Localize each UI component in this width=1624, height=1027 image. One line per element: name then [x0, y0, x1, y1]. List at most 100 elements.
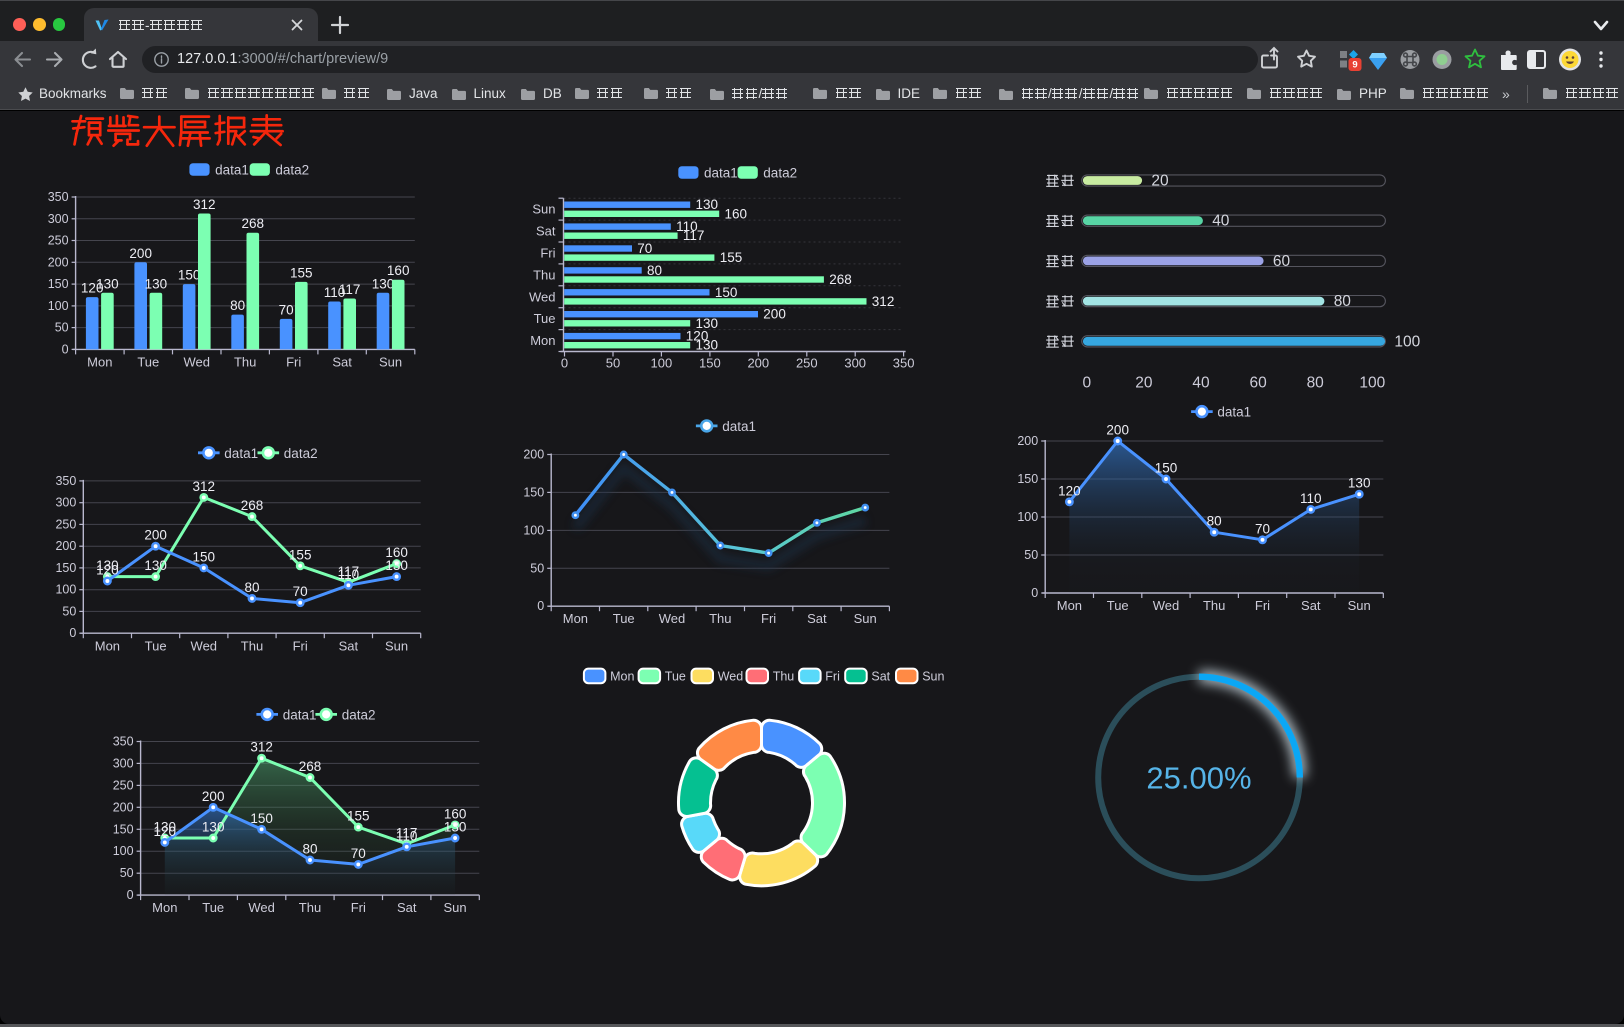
svg-text:Sun: Sun [532, 202, 555, 217]
svg-text:160: 160 [725, 206, 748, 221]
svg-text:200: 200 [747, 356, 769, 371]
svg-text:Sun: Sun [1348, 598, 1371, 613]
svg-text:Mon: Mon [95, 638, 120, 653]
svg-text:Thu: Thu [709, 611, 731, 626]
svg-text:25.00%: 25.00% [1146, 761, 1251, 796]
svg-text:350: 350 [55, 474, 76, 488]
svg-text:312: 312 [872, 294, 895, 309]
svg-text:0: 0 [561, 356, 568, 371]
svg-text:110: 110 [1300, 491, 1322, 506]
svg-text:130: 130 [1348, 476, 1371, 491]
svg-text:Wed: Wed [659, 611, 686, 626]
svg-text:Sun: Sun [444, 900, 467, 915]
svg-text:data1: data1 [1217, 405, 1251, 420]
svg-text:200: 200 [113, 800, 134, 814]
svg-text:Wed: Wed [529, 289, 556, 304]
svg-text:50: 50 [62, 604, 76, 618]
svg-text:0: 0 [127, 888, 134, 902]
svg-text:120: 120 [1058, 483, 1081, 498]
svg-text:150: 150 [1155, 461, 1178, 476]
svg-text:data2: data2 [763, 166, 797, 181]
svg-text:117: 117 [396, 825, 418, 840]
svg-text:250: 250 [796, 356, 818, 371]
svg-text:40: 40 [1212, 213, 1230, 230]
svg-text:data2: data2 [275, 163, 309, 178]
svg-text:200: 200 [129, 246, 152, 261]
svg-text:100: 100 [651, 356, 673, 371]
svg-text:Fri: Fri [825, 669, 840, 683]
svg-text:70: 70 [293, 584, 308, 599]
svg-text:Mon: Mon [563, 611, 588, 626]
svg-text:Thu: Thu [533, 267, 555, 282]
svg-text:80: 80 [244, 580, 259, 595]
svg-text:200: 200 [1017, 434, 1038, 448]
svg-text:Fri: Fri [286, 354, 301, 369]
svg-text:150: 150 [48, 277, 69, 291]
svg-text:Sat: Sat [1301, 598, 1321, 613]
svg-text:110: 110 [338, 567, 360, 582]
svg-text:120: 120 [81, 281, 104, 296]
svg-text:130: 130 [696, 197, 719, 212]
svg-text:268: 268 [299, 759, 322, 774]
svg-text:312: 312 [193, 197, 216, 212]
svg-text:data1: data1 [722, 419, 756, 434]
svg-text:Sat: Sat [397, 900, 417, 915]
svg-text:0: 0 [1031, 586, 1038, 600]
svg-text:data1: data1 [283, 707, 317, 722]
svg-text:80: 80 [1207, 514, 1222, 529]
svg-text:data1: data1 [215, 163, 249, 178]
svg-text:Tue: Tue [137, 354, 159, 369]
svg-text:0: 0 [537, 599, 544, 613]
svg-text:Fri: Fri [293, 638, 308, 653]
svg-text:0: 0 [69, 626, 76, 640]
svg-text:50: 50 [55, 321, 69, 335]
svg-text:120: 120 [96, 563, 119, 578]
svg-text:130: 130 [96, 558, 119, 573]
svg-text:Sat: Sat [339, 638, 359, 653]
svg-text:Tue: Tue [202, 900, 224, 915]
svg-text:60: 60 [1273, 253, 1291, 270]
svg-text:100: 100 [48, 299, 69, 313]
svg-text:80: 80 [1334, 293, 1352, 310]
svg-text:150: 150 [1017, 472, 1038, 486]
svg-text:160: 160 [387, 263, 410, 278]
svg-text:9: 9 [1352, 60, 1357, 71]
svg-text:160: 160 [444, 806, 467, 821]
svg-text:300: 300 [55, 496, 76, 510]
svg-text:130: 130 [154, 820, 177, 835]
svg-text:Sun: Sun [385, 638, 408, 653]
svg-text:Wed: Wed [1153, 598, 1180, 613]
svg-text:130: 130 [696, 338, 719, 353]
svg-text:50: 50 [606, 356, 620, 371]
svg-text:155: 155 [347, 809, 370, 824]
svg-text:350: 350 [893, 356, 915, 371]
svg-text:Fri: Fri [540, 245, 555, 260]
svg-text:Tue: Tue [665, 669, 686, 683]
svg-text:Fri: Fri [351, 900, 366, 915]
svg-text:130: 130 [385, 558, 408, 573]
svg-text:110: 110 [324, 285, 346, 300]
svg-text:300: 300 [844, 356, 866, 371]
svg-text:50: 50 [1024, 548, 1038, 562]
svg-text:Sun: Sun [379, 354, 402, 369]
svg-text:150: 150 [699, 356, 721, 371]
svg-text:120: 120 [154, 824, 177, 839]
svg-text:Sun: Sun [922, 669, 944, 683]
svg-text:312: 312 [193, 479, 216, 494]
svg-text:130: 130 [145, 276, 168, 291]
svg-text:110: 110 [396, 828, 418, 843]
svg-text:300: 300 [48, 212, 69, 226]
svg-text:250: 250 [113, 778, 134, 792]
svg-text:0: 0 [62, 342, 69, 356]
svg-text:70: 70 [637, 241, 652, 256]
svg-text:0: 0 [1082, 374, 1091, 391]
svg-text:155: 155 [289, 547, 312, 562]
svg-text:150: 150 [250, 811, 273, 826]
svg-text:160: 160 [385, 545, 408, 560]
svg-text:Tue: Tue [1107, 598, 1129, 613]
svg-text:150: 150 [178, 268, 201, 283]
svg-text:Mon: Mon [152, 900, 177, 915]
svg-text:130: 130 [696, 316, 719, 331]
svg-text:20: 20 [1151, 173, 1169, 190]
svg-text:130: 130 [202, 820, 225, 835]
